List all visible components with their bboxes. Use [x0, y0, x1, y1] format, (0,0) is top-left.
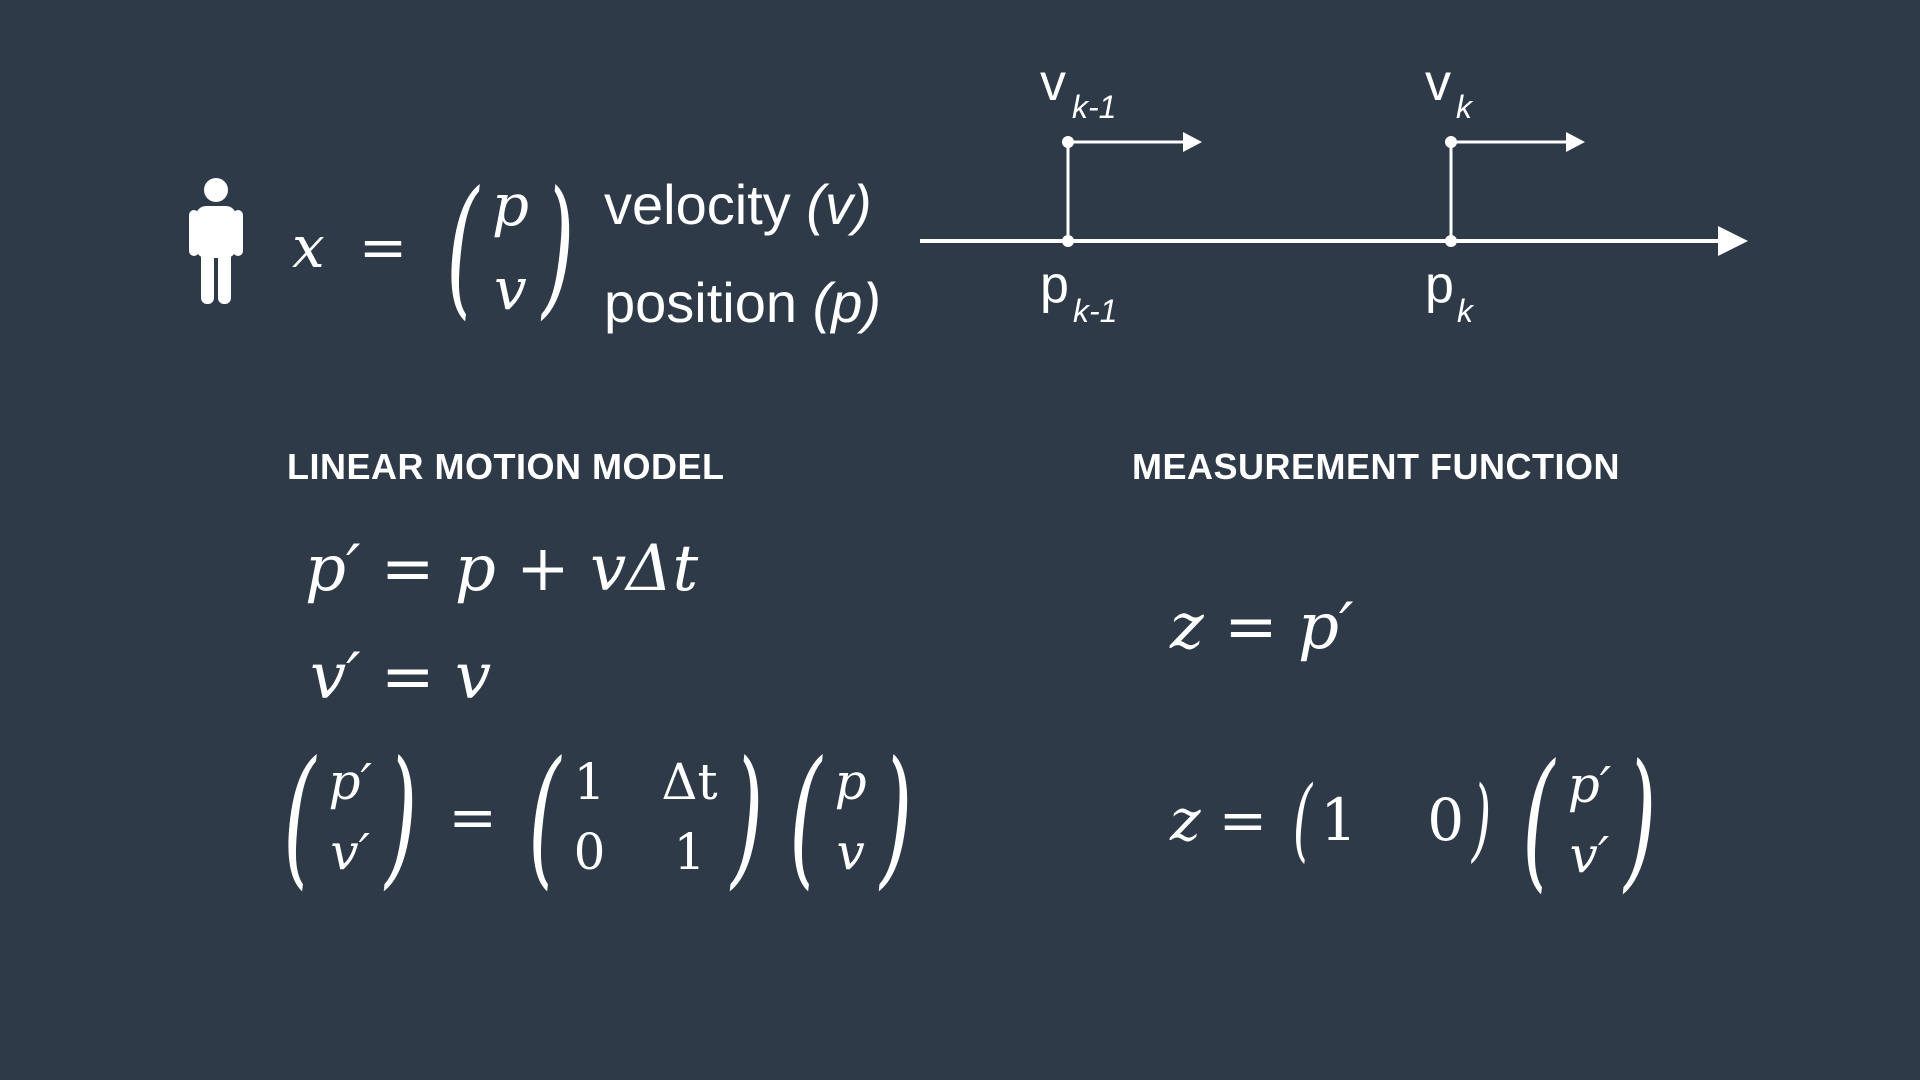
measurement-row-1: 1	[1320, 786, 1358, 854]
equals-sign: =	[358, 213, 408, 281]
position-label: position (p)	[604, 271, 882, 334]
measurement-matrix-equation: z = ( 1 0 ) ( p′ v′ )	[1170, 733, 1657, 907]
measurement-col-vector: p′ v′	[1567, 756, 1612, 884]
velocity-label: velocity (v)	[604, 173, 872, 236]
v-curr-label: v	[1425, 54, 1451, 112]
velocity-arrowhead-k-minus-1	[1183, 132, 1202, 152]
v-curr-subscript: k	[1456, 89, 1474, 125]
motion-rhs-vector: p v	[834, 753, 867, 881]
equals-sign: =	[1218, 786, 1268, 854]
left-paren: (	[446, 160, 479, 334]
motion-lhs-vector: p′ v′	[328, 753, 372, 881]
right-paren: )	[542, 160, 575, 334]
measurement-lhs: z	[1170, 786, 1201, 854]
measurement-row-0: 0	[1427, 786, 1465, 854]
transition-matrix: 1 Δt 0 1	[573, 753, 718, 881]
state-vector-p: p	[491, 171, 529, 239]
state-equation: x = ( p v )	[292, 152, 588, 342]
velocity-arrowhead-k	[1566, 132, 1585, 152]
motion-equation-position: p′ = p + vΔt	[305, 532, 699, 606]
dot-bottom-k-minus-1	[1062, 235, 1074, 247]
p-curr-label: p	[1425, 256, 1454, 314]
v-prev-label: v	[1040, 54, 1066, 112]
timeline-axis-arrowhead	[1718, 226, 1748, 256]
person-icon	[189, 178, 243, 304]
measurement-function-heading: MEASUREMENT FUNCTION	[1132, 446, 1620, 487]
motion-matrix-equation: ( p′ v′ ) = ( 1 Δt 0 1 ) ( p v )	[283, 730, 913, 904]
p-curr-subscript: k	[1457, 293, 1475, 329]
state-vector: p v	[492, 163, 529, 331]
state-labels: velocity (v) position (p)	[604, 156, 881, 352]
measurement-equation: z = p′	[1170, 590, 1354, 664]
motion-equation-velocity: v′ = v	[310, 640, 492, 714]
timeline-diagram: v k-1 v k p k-1 p k	[920, 54, 1748, 329]
p-prev-subscript: k-1	[1073, 293, 1117, 329]
state-vector-v: v	[494, 255, 527, 323]
equals-sign: =	[448, 783, 498, 851]
p-prev-label: p	[1040, 256, 1069, 314]
motion-model-heading: LINEAR MOTION MODEL	[287, 446, 725, 487]
dot-bottom-k	[1445, 235, 1457, 247]
v-prev-subscript: k-1	[1072, 89, 1116, 125]
state-lhs: x	[292, 213, 325, 281]
